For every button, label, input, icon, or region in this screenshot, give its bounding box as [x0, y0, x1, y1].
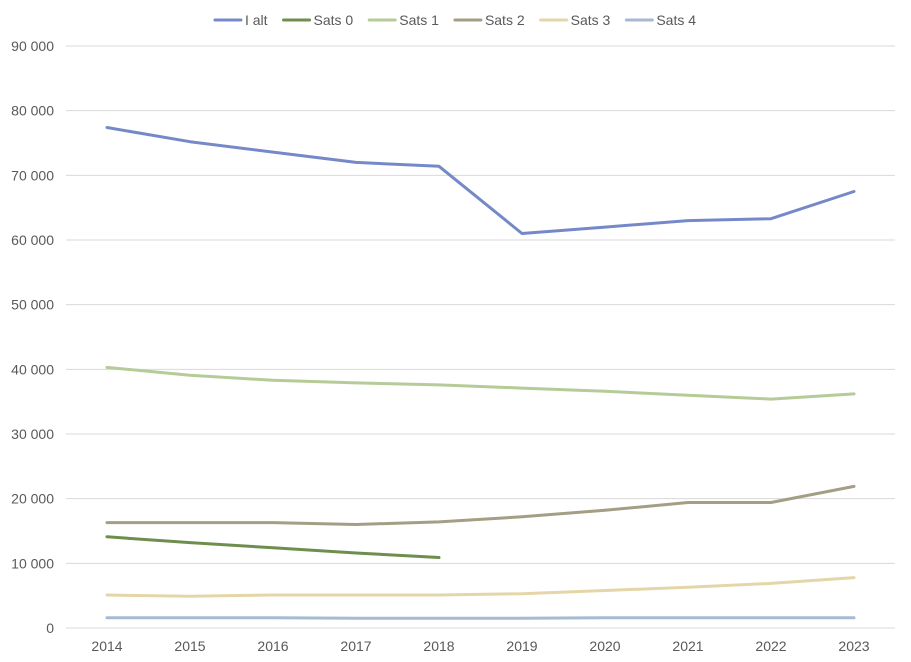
x-axis: 2014 2015 2016 2017 2018 2019 2020 2021 2022 2023	[91, 638, 869, 654]
x-tick-label: 2021	[672, 638, 703, 654]
series-line-sats-2	[105, 484, 856, 526]
y-tick-label: 60 000	[11, 232, 54, 248]
y-tick-label: 10 000	[11, 555, 54, 571]
legend-label: Sats 3	[571, 12, 611, 28]
legend: I alt Sats 0 Sats 1 Sats 2 Sats 3 Sats 4	[213, 12, 696, 28]
legend-item-i-alt: I alt	[213, 12, 268, 28]
y-tick-label: 40 000	[11, 361, 54, 377]
legend-item-sats-2: Sats 2	[453, 12, 525, 28]
legend-item-sats-0: Sats 0	[282, 12, 354, 28]
x-tick-label: 2016	[257, 638, 288, 654]
x-tick-label: 2019	[506, 638, 537, 654]
legend-label: Sats 4	[656, 12, 696, 28]
y-tick-label: 30 000	[11, 426, 54, 442]
legend-item-sats-3: Sats 3	[539, 12, 611, 28]
x-tick-label: 2015	[174, 638, 205, 654]
y-tick-label: 80 000	[11, 103, 54, 119]
x-tick-label: 2014	[91, 638, 122, 654]
legend-label: I alt	[245, 12, 268, 28]
legend-label: Sats 2	[485, 12, 525, 28]
x-tick-label: 2023	[838, 638, 869, 654]
y-tick-label: 50 000	[11, 297, 54, 313]
legend-item-sats-4: Sats 4	[624, 12, 696, 28]
legend-label: Sats 0	[314, 12, 354, 28]
series-line-sats-1	[105, 365, 856, 401]
series-line-i-alt	[105, 126, 856, 235]
y-tick-label: 90 000	[11, 38, 54, 54]
x-tick-label: 2017	[340, 638, 371, 654]
y-tick-label: 70 000	[11, 167, 54, 183]
y-axis: 0 10 000 20 000 30 000 40 000 50 000 60 000 70 …	[11, 38, 54, 636]
y-tick-label: 20 000	[11, 491, 54, 507]
series-line-sats-0	[105, 535, 441, 559]
legend-item-sats-1: Sats 1	[367, 12, 439, 28]
series-line-sats-3	[105, 576, 856, 598]
gridlines	[66, 45, 895, 629]
x-tick-label: 2020	[589, 638, 620, 654]
y-tick-label: 0	[46, 620, 54, 636]
series-line-sats-4	[105, 616, 856, 620]
x-tick-label: 2018	[423, 638, 454, 654]
x-tick-label: 2022	[755, 638, 786, 654]
legend-label: Sats 1	[399, 12, 439, 28]
series-group	[105, 126, 856, 620]
